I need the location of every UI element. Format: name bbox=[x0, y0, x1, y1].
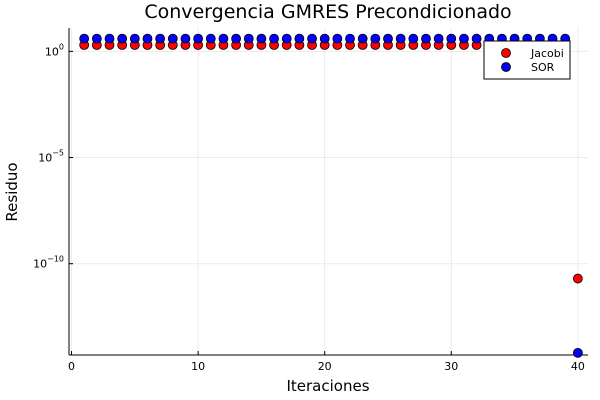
point-sor bbox=[471, 33, 482, 44]
x-ticks: 0 10 20 30 40 bbox=[68, 351, 585, 373]
point-sor bbox=[129, 33, 140, 44]
point-sor bbox=[269, 33, 279, 44]
point-sor bbox=[421, 33, 431, 44]
point-sor bbox=[155, 33, 166, 44]
y-tick-power: −5 bbox=[52, 149, 64, 158]
data-points bbox=[79, 33, 583, 358]
x-tick-label: 0 bbox=[68, 360, 75, 373]
legend-marker-sor bbox=[501, 62, 511, 72]
y-tick-label: 100 bbox=[45, 42, 64, 58]
point-sor bbox=[383, 33, 393, 44]
y-tick-label: 10−5 bbox=[38, 149, 64, 165]
point-sor bbox=[218, 33, 229, 44]
point-sor bbox=[307, 33, 317, 44]
x-tick-label: 40 bbox=[571, 360, 585, 373]
point-sor bbox=[205, 33, 216, 44]
x-axis-label: Iteraciones bbox=[286, 377, 369, 395]
point-sor bbox=[142, 33, 153, 44]
point-sor bbox=[332, 33, 343, 44]
x-tick-label: 10 bbox=[191, 360, 205, 373]
point-sor bbox=[433, 33, 444, 44]
legend-label-jacobi: Jacobi bbox=[530, 47, 564, 60]
y-tick-base: 10 bbox=[38, 152, 52, 165]
y-tick-base: 10 bbox=[45, 45, 59, 58]
legend: Jacobi SOR bbox=[483, 40, 571, 80]
point-sor bbox=[193, 33, 204, 44]
point-sor bbox=[167, 33, 178, 44]
point-sor bbox=[79, 33, 90, 44]
chart-title: Convergencia GMRES Precondicionado bbox=[144, 1, 511, 23]
point-jacobi bbox=[572, 273, 583, 284]
y-tick-base: 10 bbox=[33, 258, 47, 271]
series-sor bbox=[79, 33, 583, 358]
point-sor bbox=[345, 33, 355, 44]
legend-box bbox=[483, 40, 571, 80]
point-sor bbox=[294, 33, 305, 44]
x-tick-label: 20 bbox=[318, 360, 332, 373]
legend-label-sor: SOR bbox=[531, 61, 555, 74]
point-sor bbox=[370, 33, 381, 44]
grid bbox=[69, 28, 588, 355]
point-sor bbox=[357, 33, 368, 44]
y-tick-power: 0 bbox=[59, 42, 64, 51]
y-axis-label: Residuo bbox=[3, 162, 21, 221]
point-sor bbox=[256, 33, 267, 44]
point-sor bbox=[104, 33, 115, 44]
point-sor bbox=[459, 33, 469, 44]
point-sor bbox=[231, 33, 241, 44]
point-sor bbox=[446, 33, 457, 44]
point-sor bbox=[117, 33, 128, 44]
y-tick-label: 10−10 bbox=[33, 255, 64, 271]
point-sor bbox=[243, 33, 254, 44]
point-sor bbox=[408, 33, 419, 44]
point-sor bbox=[319, 33, 330, 44]
x-tick-label: 30 bbox=[444, 360, 458, 373]
point-sor bbox=[572, 347, 583, 358]
point-sor bbox=[180, 33, 191, 44]
point-sor bbox=[395, 33, 406, 44]
point-sor bbox=[91, 33, 102, 44]
point-sor bbox=[281, 33, 292, 44]
legend-marker-jacobi bbox=[501, 48, 511, 58]
y-tick-power: −10 bbox=[47, 255, 64, 264]
